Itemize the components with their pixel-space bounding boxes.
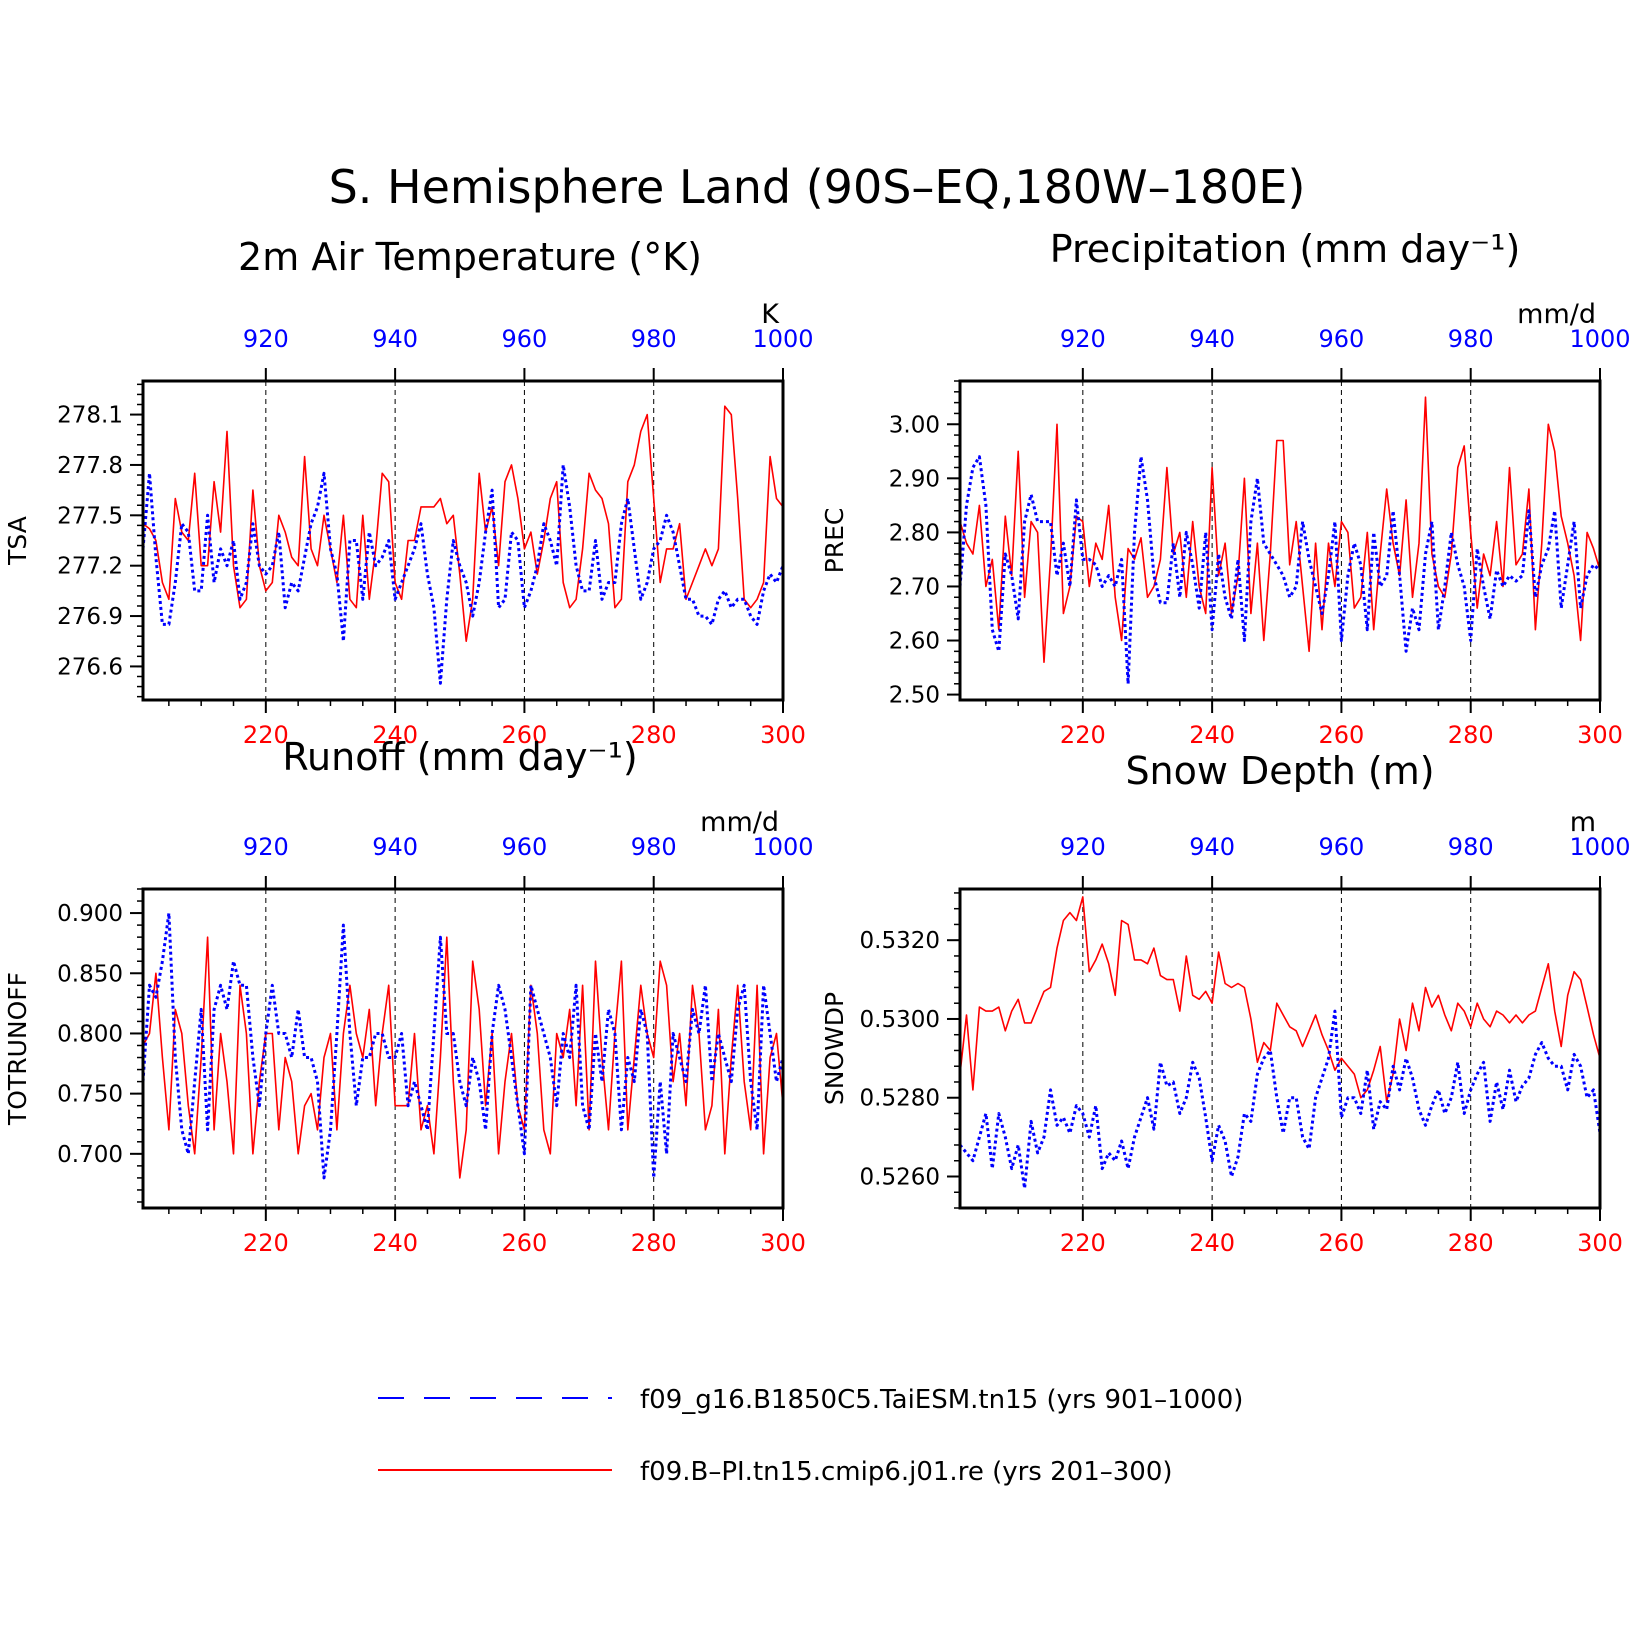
y-tick-label: 2.80 [889, 520, 940, 546]
x-bottom-tick-label: 220 [1060, 721, 1106, 749]
panel-title: Runoff (mm day⁻¹) [282, 735, 637, 779]
y-tick-label: 0.900 [57, 901, 123, 927]
x-bottom-tick-label: 240 [1189, 1229, 1235, 1257]
y-tick-label: 277.2 [57, 554, 123, 580]
x-top-tick-label: 920 [243, 325, 289, 353]
figure-title: S. Hemisphere Land (90S–EQ,180W–180E) [329, 160, 1306, 214]
x-top-tick-label: 980 [631, 325, 677, 353]
panel-totrunoff: Runoff (mm day⁻¹) 0.700 0.750 0.800 0.850 0.9… [3, 735, 814, 1257]
x-top-tick-label: 980 [1448, 325, 1494, 353]
series-line-red [142, 936, 784, 1179]
panel-title: Snow Depth (m) [1125, 749, 1434, 793]
x-bottom-tick-label: 220 [243, 1229, 289, 1257]
series-line-blue [958, 1009, 1602, 1190]
series-line-red [959, 396, 1601, 664]
y-axis-label: TSA [3, 516, 32, 566]
y-tick-label: 2.70 [889, 574, 940, 600]
x-bottom-tick-label: 220 [1060, 1229, 1106, 1257]
x-top-tick-label: 980 [1448, 833, 1494, 861]
x-top-tick-label: 940 [372, 325, 418, 353]
y-tick-label: 0.5280 [860, 1086, 940, 1112]
legend: f09_g16.B1850C5.TaiESM.tn15 (yrs 901–100… [378, 1385, 1243, 1487]
panel-snowdp: Snow Depth (m) 0.5260 0.5280 0.5300 0.5320 SN… [820, 749, 1631, 1257]
x-top-tick-label: 1000 [752, 325, 813, 353]
units-label: K [761, 299, 780, 330]
x-bottom-tick-label: 280 [631, 721, 677, 749]
units-label: mm/d [700, 807, 779, 838]
y-tick-label: 276.6 [57, 654, 123, 680]
y-axis-label: PREC [820, 508, 849, 574]
y-tick-label: 0.750 [57, 1082, 123, 1108]
panel-title: Precipitation (mm day⁻¹) [1050, 227, 1521, 271]
x-top-tick-label: 920 [1060, 833, 1106, 861]
legend-label-red: f09.B–PI.tn15.cmip6.j01.re (yrs 201–300) [640, 1457, 1173, 1487]
panel-prec: Precipitation (mm day⁻¹) 2.50 2.60 2.70 2.80… [820, 227, 1631, 749]
x-bottom-tick-label: 300 [760, 721, 806, 749]
y-tick-label: 2.60 [889, 629, 940, 655]
y-axis-label: SNOWDP [820, 992, 849, 1105]
x-bottom-tick-label: 300 [1577, 1229, 1623, 1257]
x-top-tick-label: 960 [502, 325, 548, 353]
x-top-tick-label: 960 [502, 833, 548, 861]
y-tick-label: 277.8 [57, 453, 123, 479]
panel-title: 2m Air Temperature (°K) [238, 235, 702, 279]
units-label: mm/d [1517, 299, 1596, 330]
plot-frame [958, 887, 1602, 1210]
legend-label-blue: f09_g16.B1850C5.TaiESM.tn15 (yrs 901–100… [640, 1385, 1243, 1415]
x-top-tick-label: 960 [1319, 833, 1365, 861]
x-top-tick-label: 1000 [752, 833, 813, 861]
y-tick-label: 0.850 [57, 961, 123, 987]
y-tick-label: 0.5320 [860, 928, 940, 954]
x-top-tick-label: 940 [1189, 325, 1235, 353]
x-bottom-tick-label: 300 [1577, 721, 1623, 749]
panel-tsa: 2m Air Temperature (°K) 276.6 276.9 277.2 27… [3, 235, 814, 749]
plot-frame [958, 379, 1602, 702]
x-top-tick-label: 940 [1189, 833, 1235, 861]
x-bottom-tick-label: 260 [1319, 721, 1365, 749]
x-bottom-tick-label: 260 [1319, 1229, 1365, 1257]
series-line-red [142, 405, 784, 643]
y-tick-label: 3.00 [889, 412, 940, 438]
units-label: m [1570, 807, 1596, 838]
y-tick-label: 2.50 [889, 683, 940, 709]
series-line-blue [141, 463, 785, 685]
series-line-red [959, 896, 1601, 1103]
y-tick-label: 0.800 [57, 1021, 123, 1047]
x-bottom-tick-label: 240 [372, 721, 418, 749]
x-top-tick-label: 960 [1319, 325, 1365, 353]
x-bottom-tick-label: 220 [243, 721, 289, 749]
chart-panels: 2m Air Temperature (°K) 276.6 276.9 277.2 27… [3, 227, 1631, 1257]
y-tick-label: 276.9 [57, 604, 123, 630]
x-bottom-tick-label: 280 [1448, 1229, 1494, 1257]
x-bottom-tick-label: 260 [502, 1229, 548, 1257]
y-axis-label: TOTRUNOFF [3, 972, 32, 1126]
plot-frame [141, 887, 785, 1210]
x-bottom-tick-label: 280 [631, 1229, 677, 1257]
y-tick-label: 0.700 [57, 1142, 123, 1168]
y-tick-label: 277.5 [57, 503, 123, 529]
series-line-blue [141, 911, 785, 1180]
x-bottom-tick-label: 300 [760, 1229, 806, 1257]
x-bottom-tick-label: 240 [1189, 721, 1235, 749]
y-tick-label: 0.5300 [860, 1007, 940, 1033]
x-top-tick-label: 920 [1060, 325, 1106, 353]
x-top-tick-label: 980 [631, 833, 677, 861]
x-top-tick-label: 1000 [1569, 325, 1630, 353]
x-top-tick-label: 1000 [1569, 833, 1630, 861]
x-bottom-tick-label: 240 [372, 1229, 418, 1257]
x-top-tick-label: 940 [372, 833, 418, 861]
x-bottom-tick-label: 260 [502, 721, 548, 749]
x-bottom-tick-label: 280 [1448, 721, 1494, 749]
y-tick-label: 0.5260 [860, 1164, 940, 1190]
y-tick-label: 278.1 [57, 403, 123, 429]
y-tick-label: 2.90 [889, 466, 940, 492]
x-top-tick-label: 920 [243, 833, 289, 861]
plot-frame [141, 379, 785, 702]
